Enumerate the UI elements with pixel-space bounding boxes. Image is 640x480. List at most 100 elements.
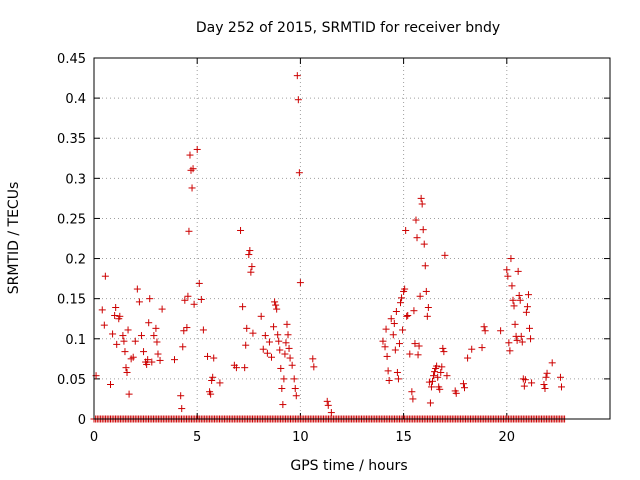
data-point [109,330,117,338]
data-point [327,409,335,417]
data-point [416,292,424,300]
data-point [410,307,418,315]
y-tick-label: 0.35 [57,132,86,147]
data-point [516,296,524,304]
data-point [460,384,468,392]
data-point [232,364,240,372]
data-point [310,363,318,371]
data-point [239,303,247,311]
data-point [548,359,556,367]
data-point [158,305,166,313]
data-point [237,226,245,234]
x-tick-label: 0 [90,430,98,445]
data-point [440,348,448,356]
data-point [424,303,432,311]
data-point [397,299,405,307]
plot-frame [93,57,611,420]
y-tick-label: 0.4 [65,92,86,107]
data-point [245,251,253,259]
data-point [276,346,284,354]
data-point [399,326,407,334]
data-point [509,296,517,304]
data-point [148,358,156,366]
data-point [413,234,421,242]
data-point [404,312,412,320]
data-point [401,285,409,293]
data-point [246,247,254,255]
data-point [279,401,287,409]
data-point [527,335,535,343]
data-point [178,405,186,413]
data-point [508,282,516,290]
data-point [156,356,164,364]
data-point [278,385,286,393]
y-tick-label: 0.15 [57,293,86,308]
data-point [506,347,514,355]
data-point [283,320,291,328]
data-point [125,390,133,398]
data-point [100,321,108,329]
data-point [423,312,431,320]
data-point [480,323,488,331]
data-point [257,312,265,320]
data-point [195,279,203,287]
data-point [122,364,130,372]
grid-lines [94,58,610,419]
data-point [284,331,292,339]
data-point [208,376,216,384]
data-point [556,373,564,381]
data-point [543,369,551,377]
data-point [188,184,196,192]
data-point [154,350,162,358]
y-tick-label: 0.25 [57,212,86,227]
data-point [273,305,281,313]
data-point [309,355,317,363]
data-point [403,312,411,320]
data-point [425,378,433,386]
data-point [101,272,109,280]
data-point [184,292,192,300]
data-point [137,332,145,340]
data-point [431,368,439,376]
y-tick-label: 0.1 [65,333,86,348]
x-tick-label: 20 [499,430,516,445]
data-point [427,383,435,391]
x-axis-label: GPS time / hours [290,458,407,474]
data-point [414,351,422,359]
data-point [179,343,187,351]
data-point [393,368,401,376]
data-point [281,350,289,358]
data-point [135,298,143,306]
data-point [514,267,522,275]
data-point [277,364,285,372]
data-point [295,169,303,177]
data-point [383,352,391,360]
data-point [389,331,397,339]
data-point [415,342,423,350]
data-point [481,327,489,335]
data-point [385,376,393,384]
data-point [180,327,188,335]
data-point [280,375,288,383]
data-point [249,329,257,337]
data-point [402,226,410,234]
data-point [421,262,429,270]
data-point [422,287,430,295]
data-point [513,336,521,344]
data-point [145,319,153,327]
data-point [521,376,529,384]
data-point [411,340,419,348]
data-point [190,300,198,308]
data-point [288,361,296,369]
data-point [107,381,115,389]
data-point [419,226,427,234]
x-tick-label: 5 [193,430,201,445]
data-point [439,344,447,352]
y-tick-label: 0.45 [57,52,86,67]
data-point [290,375,298,383]
data-point [464,354,472,362]
data-point [294,96,302,104]
data-point [478,344,486,352]
